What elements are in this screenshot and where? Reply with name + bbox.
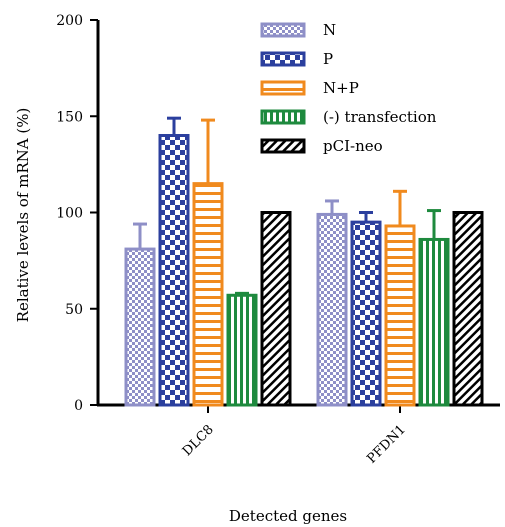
y-tick-label: 0 xyxy=(74,398,83,414)
x-tick-label: DLC8 xyxy=(180,422,217,459)
bar xyxy=(192,182,224,407)
bar xyxy=(260,211,292,407)
bar xyxy=(124,247,156,407)
legend-swatch xyxy=(260,80,306,96)
legend-swatch xyxy=(260,138,306,154)
x-tick-label: PFDN1 xyxy=(364,422,408,466)
y-tick-label: 150 xyxy=(56,109,83,125)
bar xyxy=(316,212,348,407)
legend-label: pCI-neo xyxy=(323,137,383,155)
y-tick-label: 100 xyxy=(56,206,83,222)
y-tick-label: 200 xyxy=(56,13,83,29)
legend-label: P xyxy=(323,50,333,68)
bar xyxy=(418,237,450,407)
y-tick-label: 50 xyxy=(65,302,83,318)
x-axis-label: Detected genes xyxy=(229,507,347,525)
legend-label: N xyxy=(323,21,336,39)
bar xyxy=(452,211,484,407)
x-ticks: DLC8 PFDN1 xyxy=(180,405,409,467)
bar xyxy=(158,134,190,407)
legend-swatch xyxy=(260,109,306,125)
bars xyxy=(124,116,484,407)
bar xyxy=(226,293,258,407)
legend-label: N+P xyxy=(323,79,359,97)
legend-label: (-) transfection xyxy=(323,108,437,126)
legend-swatch xyxy=(260,51,306,67)
y-axis-label: Relative levels of mRNA (%) xyxy=(14,108,32,323)
legend-swatch xyxy=(260,22,306,38)
y-ticks: 0 50 100 150 200 xyxy=(56,13,98,414)
bar xyxy=(350,220,382,407)
bar xyxy=(384,224,416,407)
legend: NP N+P (-) transfection pCI-neo xyxy=(260,21,437,155)
